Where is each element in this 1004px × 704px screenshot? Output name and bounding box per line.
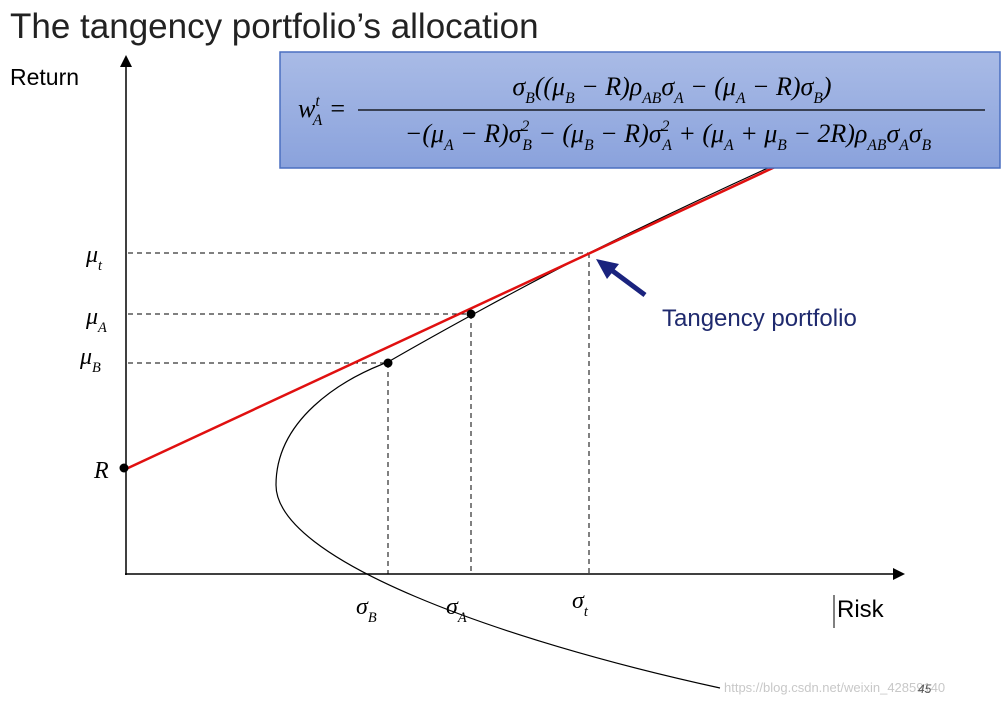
title: The tangency portfolio’s allocation	[10, 7, 539, 46]
formula-denominator: −(μA − R)σ2 B − (μB − R)σ2 A + (μA + μB − …	[405, 118, 932, 154]
math-part: σ	[661, 72, 675, 101]
math-part: B	[92, 360, 101, 376]
asset-b-point	[383, 358, 393, 368]
formula-lhs: wt A =	[298, 93, 346, 129]
efficient-frontier	[275, 157, 791, 689]
math-part: B	[584, 137, 594, 154]
math-part: + μ	[734, 119, 778, 148]
math-part: σ	[512, 72, 526, 101]
y-symbol: μB	[79, 344, 101, 376]
math-part: σ	[909, 119, 923, 148]
math-part: t	[98, 258, 103, 274]
x-axis-label: Risk	[837, 596, 885, 623]
math-part: − R)ρ	[575, 72, 643, 101]
asset-a-point	[466, 309, 476, 319]
math-part: AB	[641, 90, 662, 107]
math-part: A	[898, 137, 909, 154]
y-symbol: μt	[85, 242, 103, 274]
math-part: A	[673, 90, 684, 107]
watermark: https://blog.csdn.net/weixin_42859140	[724, 680, 945, 695]
math-part: t	[315, 93, 320, 110]
page-number: 45	[918, 682, 932, 696]
risk-free-point	[119, 463, 129, 473]
math-part: σ	[446, 594, 459, 620]
math-part: )	[821, 72, 832, 101]
math-part: σ	[356, 594, 369, 620]
math-part: AB	[866, 137, 887, 154]
math-part: − R)σ	[454, 119, 523, 148]
math-part: 2	[522, 118, 530, 135]
annotation: Tangency portfolio	[662, 305, 857, 332]
math-part: B	[813, 90, 823, 107]
math-part: t	[584, 604, 589, 620]
math-part: A	[312, 112, 323, 129]
formula-numerator: σB((μB − R)ρABσA − (μA − R)σB)	[512, 72, 831, 107]
math-part: R	[93, 458, 109, 484]
math-part: − R)σ	[745, 72, 814, 101]
y-symbol: μA	[85, 304, 107, 336]
math-part: A	[661, 137, 672, 154]
math-part: μ	[79, 344, 92, 370]
math-part: B	[565, 90, 575, 107]
annotation-arrowhead	[596, 259, 619, 279]
x-symbol: σt	[572, 588, 589, 620]
math-part: B	[522, 137, 532, 154]
math-part: − (μ	[532, 119, 584, 148]
guides	[128, 252, 590, 574]
math-part: σ	[886, 119, 900, 148]
math-part: ((μ	[535, 72, 565, 101]
math-part: A	[97, 320, 107, 336]
x-symbol: σA	[446, 594, 467, 626]
math-part: − (μ	[684, 72, 736, 101]
math-part: =	[322, 94, 346, 123]
math-part: σ	[572, 588, 585, 614]
y-axis-label: Return	[10, 64, 79, 90]
math-part: μ	[85, 304, 98, 330]
math-part: B	[368, 610, 377, 626]
math-part: − 2R)ρ	[787, 119, 868, 148]
math-part: A	[723, 137, 734, 154]
math-part: −(μ	[405, 119, 444, 148]
capital-market-line	[125, 158, 791, 471]
math-part: A	[735, 90, 746, 107]
math-part: w	[298, 94, 316, 123]
math-part: B	[922, 137, 932, 154]
math-part: B	[525, 90, 535, 107]
math-part: B	[777, 137, 787, 154]
x-symbol: σB	[356, 594, 377, 626]
math-part: − R)σ	[594, 119, 663, 148]
math-part: A	[443, 137, 454, 154]
math-part: μ	[85, 242, 98, 268]
math-part: + (μ	[672, 119, 724, 148]
y-symbol: R	[93, 458, 109, 484]
math-part: A	[457, 610, 467, 626]
math-part: 2	[662, 118, 670, 135]
